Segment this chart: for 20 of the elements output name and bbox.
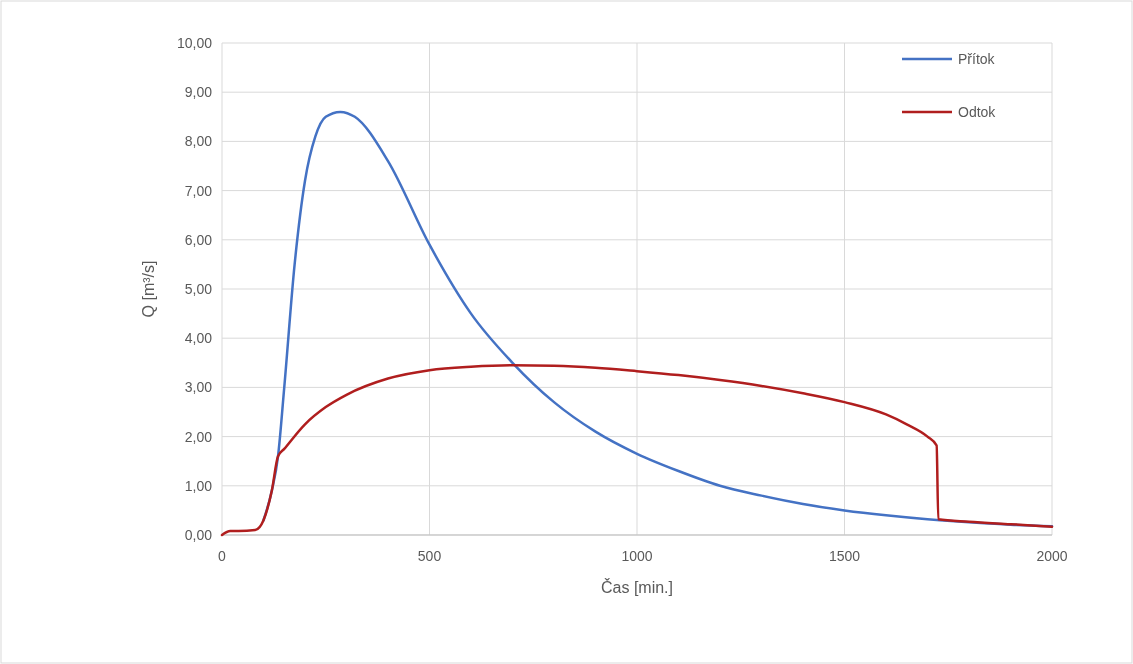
x-tick-label: 0 <box>218 548 227 564</box>
legend-label: Odtok <box>958 103 997 120</box>
x-tick-label: 1000 <box>621 548 653 564</box>
x-axis-title: Čas [min.] <box>600 578 674 596</box>
y-tick-label: 3,00 <box>184 379 213 396</box>
legend-label: Přítok <box>958 50 996 67</box>
y-tick-label: 9,00 <box>184 84 213 101</box>
y-tick-label: 5,00 <box>184 280 213 297</box>
y-tick-label: 2,00 <box>184 428 213 445</box>
y-tick-label: 7,00 <box>184 182 213 199</box>
y-tick-label: 8,00 <box>184 133 213 150</box>
x-tick-label: 1500 <box>828 548 861 564</box>
y-tick-label: 0,00 <box>184 526 213 543</box>
x-tick-label: 2000 <box>1036 548 1068 564</box>
y-axis-title: Q [m³/s] <box>140 260 157 318</box>
y-tick-label: 4,00 <box>184 330 213 347</box>
y-tick-label: 6,00 <box>184 231 213 248</box>
y-tick-label: 10,00 <box>176 34 213 51</box>
x-tick-label: 500 <box>417 548 442 564</box>
y-tick-label: 1,00 <box>184 477 213 494</box>
